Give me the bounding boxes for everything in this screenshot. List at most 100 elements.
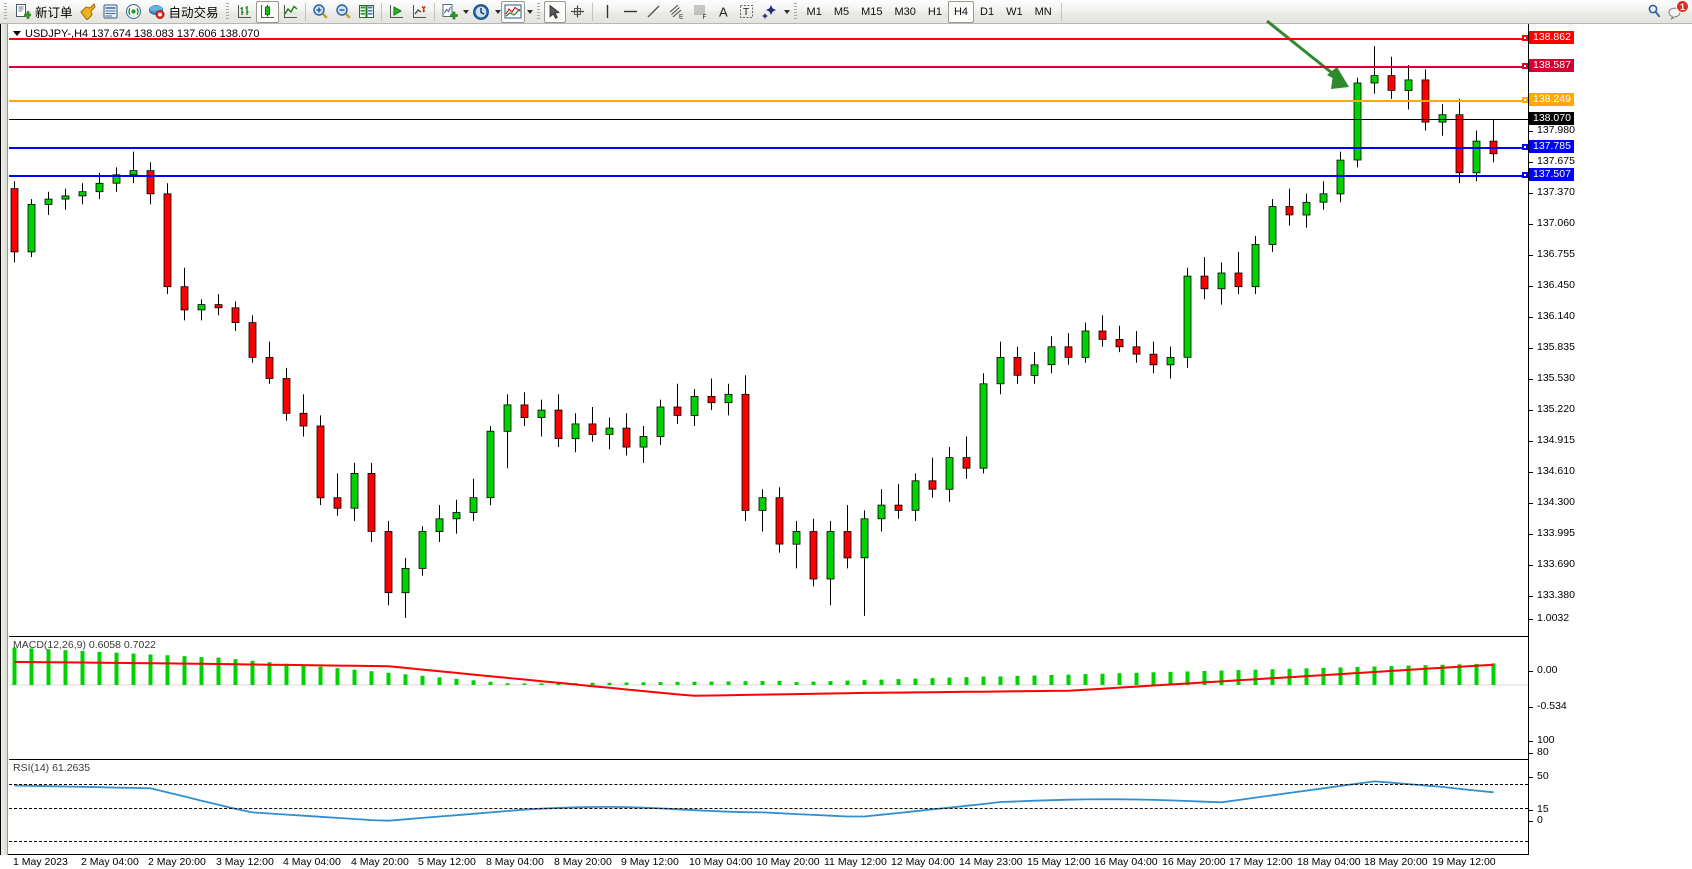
- zoom-in-icon[interactable]: [309, 1, 332, 23]
- pivot-line-handle[interactable]: [1522, 97, 1528, 103]
- resistance-line-1[interactable]: [9, 38, 1528, 40]
- line-chart-icon[interactable]: [279, 1, 302, 23]
- timeframe-d1[interactable]: D1: [980, 5, 995, 18]
- candlestick-chart-icon[interactable]: [255, 0, 279, 23]
- time-tick: 4 May 04:00: [283, 856, 341, 868]
- time-axis[interactable]: 1 May 2023 2 May 04:00 2 May 20:00 3 May 12…: [9, 854, 1528, 869]
- indicators-icon[interactable]: [438, 1, 461, 23]
- templates-caret-icon[interactable]: [526, 9, 533, 14]
- price-pane[interactable]: USDJPY-,H4 137.674 138.083 137.606 138.0…: [9, 19, 1528, 637]
- price-tick: 137.675: [1529, 155, 1575, 167]
- price-tick: 133.995: [1529, 527, 1575, 539]
- expert-advisor-icon[interactable]: [76, 1, 99, 23]
- toolbar-grip-3[interactable]: [534, 2, 542, 21]
- auto-trading-label[interactable]: 自动交易: [168, 6, 219, 20]
- pivot-line[interactable]: [9, 100, 1528, 102]
- time-tick: 18 May 20:00: [1364, 856, 1428, 868]
- notifications-icon[interactable]: 1: [1666, 0, 1689, 22]
- timeframe-h4[interactable]: H4: [947, 0, 975, 23]
- timeframe-m5[interactable]: M5: [833, 5, 850, 18]
- new-order-label[interactable]: 新订单: [35, 6, 73, 20]
- time-tick: 2 May 20:00: [148, 856, 206, 868]
- rsi-tick: 100: [1529, 734, 1555, 746]
- rsi-tick: 15: [1529, 803, 1549, 815]
- macd-pane[interactable]: MACD(12,26,9) 0.6058 0.7022: [9, 638, 1528, 760]
- rsi-level-15: [9, 841, 1528, 842]
- chart-menu-arrow-icon[interactable]: [13, 31, 21, 36]
- chart-window[interactable]: USDJPY-,H4 137.674 138.083 137.606 138.0…: [0, 19, 1692, 869]
- signals-icon[interactable]: [122, 1, 145, 23]
- vertical-line-icon[interactable]: [596, 1, 619, 23]
- timeframe-group: M1 M5 M15 M30 H1 H4 D1 W1 MN: [801, 0, 1058, 23]
- tile-windows-icon[interactable]: [355, 1, 378, 23]
- auto-scroll-icon[interactable]: [408, 1, 431, 23]
- toolbar-grip-4[interactable]: [791, 2, 799, 21]
- time-tick: 17 May 12:00: [1229, 856, 1293, 868]
- toolbar-grip-2[interactable]: [223, 2, 231, 21]
- resistance-line-1-tag[interactable]: 138.862: [1529, 31, 1574, 44]
- rsi-tick: 50: [1529, 770, 1549, 782]
- period-icon[interactable]: [469, 1, 493, 23]
- price-tick: 137.370: [1529, 186, 1575, 198]
- price-tick: 136.755: [1529, 248, 1575, 260]
- equidistant-channel-icon[interactable]: E: [665, 1, 689, 23]
- resistance-line-2[interactable]: [9, 66, 1528, 68]
- toolbar-grip[interactable]: [2, 2, 9, 21]
- resistance-line-2-tag[interactable]: 138.587: [1529, 59, 1574, 72]
- time-tick: 10 May 20:00: [756, 856, 820, 868]
- resistance-line-1-handle[interactable]: [1522, 35, 1528, 41]
- text-label-icon[interactable]: T: [735, 1, 758, 23]
- timeframe-m30[interactable]: M30: [894, 5, 916, 18]
- text-icon[interactable]: A: [713, 1, 735, 23]
- search-icon[interactable]: [1643, 1, 1666, 23]
- time-tick: 14 May 23:00: [959, 856, 1023, 868]
- trendline-icon[interactable]: [642, 1, 665, 23]
- time-tick: 11 May 12:00: [824, 856, 887, 868]
- timeframe-w1[interactable]: W1: [1006, 5, 1023, 18]
- cursor-icon[interactable]: [543, 0, 566, 23]
- time-tick: 19 May 12:00: [1432, 856, 1496, 868]
- price-axis[interactable]: 138.862 138.587 138.249 138.070 137.785 …: [1528, 24, 1692, 855]
- svg-text:E: E: [679, 14, 684, 21]
- timeframe-h1[interactable]: H1: [927, 5, 942, 18]
- support-line-1-handle[interactable]: [1522, 144, 1528, 150]
- support-line-1-tag[interactable]: 137.785: [1529, 140, 1574, 153]
- auto-trading-icon[interactable]: [145, 1, 168, 23]
- support-line-2-tag[interactable]: 137.507: [1529, 168, 1574, 181]
- rsi-level-50: [9, 808, 1528, 809]
- down-trend-arrow[interactable]: [1261, 17, 1361, 97]
- bar-chart-icon[interactable]: [233, 1, 256, 23]
- timeframe-m1[interactable]: M1: [806, 5, 822, 18]
- shapes-caret-icon[interactable]: [783, 9, 790, 14]
- price-tick: 136.140: [1529, 310, 1575, 322]
- timeframe-m15[interactable]: M15: [861, 5, 883, 18]
- timeframe-mn[interactable]: MN: [1034, 5, 1052, 18]
- indicators-caret-icon[interactable]: [462, 9, 469, 14]
- data-window-icon[interactable]: [99, 1, 122, 23]
- chart-shift-icon[interactable]: [385, 1, 408, 23]
- rsi-tick: 80: [1529, 746, 1549, 758]
- svg-text:F: F: [702, 14, 706, 20]
- horizontal-line-icon[interactable]: [619, 1, 642, 23]
- time-tick: 10 May 04:00: [689, 856, 753, 868]
- main-toolbar: 新订单 自动交易: [0, 0, 1692, 24]
- pivot-line-tag[interactable]: 138.249: [1529, 93, 1574, 106]
- support-line-2[interactable]: [9, 175, 1528, 177]
- crosshair-icon[interactable]: [566, 1, 589, 23]
- price-tick: 137.980: [1529, 124, 1575, 136]
- fibonacci-icon[interactable]: F: [689, 1, 713, 23]
- templates-icon[interactable]: [500, 0, 525, 23]
- rsi-pane[interactable]: RSI(14) 61.2635: [9, 761, 1528, 854]
- new-order-icon[interactable]: [11, 1, 34, 23]
- rsi-series: [14, 780, 1494, 822]
- price-tick: 133.380: [1529, 589, 1575, 601]
- support-line-1[interactable]: [9, 147, 1528, 149]
- shapes-icon[interactable]: [758, 1, 782, 23]
- support-line-2-handle[interactable]: [1522, 172, 1528, 178]
- resistance-line-2-handle[interactable]: [1522, 63, 1528, 69]
- period-caret-icon[interactable]: [494, 9, 501, 14]
- price-tick: 134.300: [1529, 496, 1575, 508]
- zoom-out-icon[interactable]: [332, 1, 355, 23]
- chart-left-scrollbar[interactable]: [1, 24, 8, 855]
- price-tick: 133.690: [1529, 558, 1575, 570]
